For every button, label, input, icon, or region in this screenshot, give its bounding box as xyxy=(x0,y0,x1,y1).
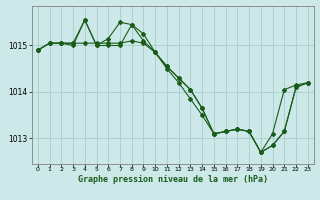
X-axis label: Graphe pression niveau de la mer (hPa): Graphe pression niveau de la mer (hPa) xyxy=(78,175,268,184)
